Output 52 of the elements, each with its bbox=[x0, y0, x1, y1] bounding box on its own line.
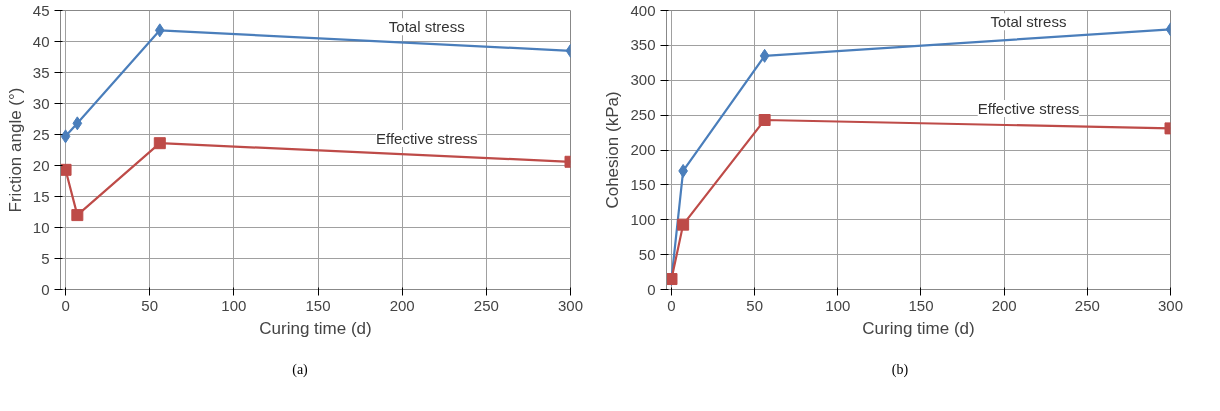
series-label: Effective stress bbox=[977, 100, 1080, 118]
y-tick-label: 50 bbox=[638, 245, 656, 263]
y-axis-title: Cohesion (kPa) bbox=[603, 91, 623, 209]
x-axis-title: Curing time (d) bbox=[259, 318, 372, 338]
text: (a) bbox=[292, 361, 308, 379]
y-tick-label: 400 bbox=[630, 1, 656, 19]
x-tick-label: 250 bbox=[1074, 296, 1100, 314]
x-tick-label: 300 bbox=[557, 296, 584, 314]
x-tick-label: 200 bbox=[991, 296, 1017, 314]
y-tick-label: 15 bbox=[32, 187, 50, 205]
y-tick-label: 150 bbox=[630, 175, 656, 193]
point bbox=[72, 116, 83, 131]
x-tick-label: 50 bbox=[746, 296, 763, 314]
y-tick-label: 300 bbox=[630, 71, 656, 89]
point bbox=[71, 209, 84, 222]
series-label: Total stress bbox=[990, 13, 1067, 31]
x-tick-label: 200 bbox=[389, 296, 415, 314]
y-tick-label: 40 bbox=[32, 32, 50, 50]
x-tick-label: 0 bbox=[61, 296, 70, 314]
y-tick-label: 10 bbox=[32, 218, 50, 236]
y-axis-title: Friction angle (°) bbox=[5, 87, 25, 213]
y-tick-label: 250 bbox=[630, 106, 656, 124]
series-label: Total stress bbox=[388, 18, 465, 36]
y-tick-label: 20 bbox=[32, 156, 50, 174]
y-tick-label: 25 bbox=[32, 125, 50, 143]
text: (b) bbox=[891, 361, 909, 379]
x-axis-title: Curing time (d) bbox=[862, 318, 975, 338]
x-tick-label: 150 bbox=[908, 296, 934, 314]
x-tick-label: 300 bbox=[1157, 296, 1184, 314]
x-tick-label: 100 bbox=[221, 296, 247, 314]
y-tick-label: 35 bbox=[32, 63, 50, 81]
x-tick-label: 100 bbox=[825, 296, 851, 314]
point bbox=[60, 129, 71, 144]
point bbox=[758, 114, 771, 127]
y-tick-label: 30 bbox=[32, 94, 50, 112]
point bbox=[153, 137, 166, 150]
y-tick-label: 200 bbox=[630, 141, 656, 158]
point bbox=[60, 163, 72, 176]
point bbox=[677, 218, 690, 231]
y-tick-label: 5 bbox=[41, 249, 50, 267]
series-label: Effective stress bbox=[376, 129, 478, 147]
y-tick-label: 350 bbox=[630, 36, 656, 54]
point bbox=[759, 48, 770, 63]
y-tick-label: 0 bbox=[647, 280, 656, 298]
y-tick-label: 45 bbox=[32, 1, 50, 19]
y-tick-label: 100 bbox=[630, 210, 656, 228]
x-tick-label: 50 bbox=[141, 296, 159, 314]
y-tick-label: 0 bbox=[41, 280, 50, 298]
x-tick-label: 150 bbox=[305, 296, 331, 314]
x-tick-label: 0 bbox=[667, 296, 676, 314]
point bbox=[154, 23, 165, 38]
x-tick-label: 250 bbox=[473, 296, 499, 314]
